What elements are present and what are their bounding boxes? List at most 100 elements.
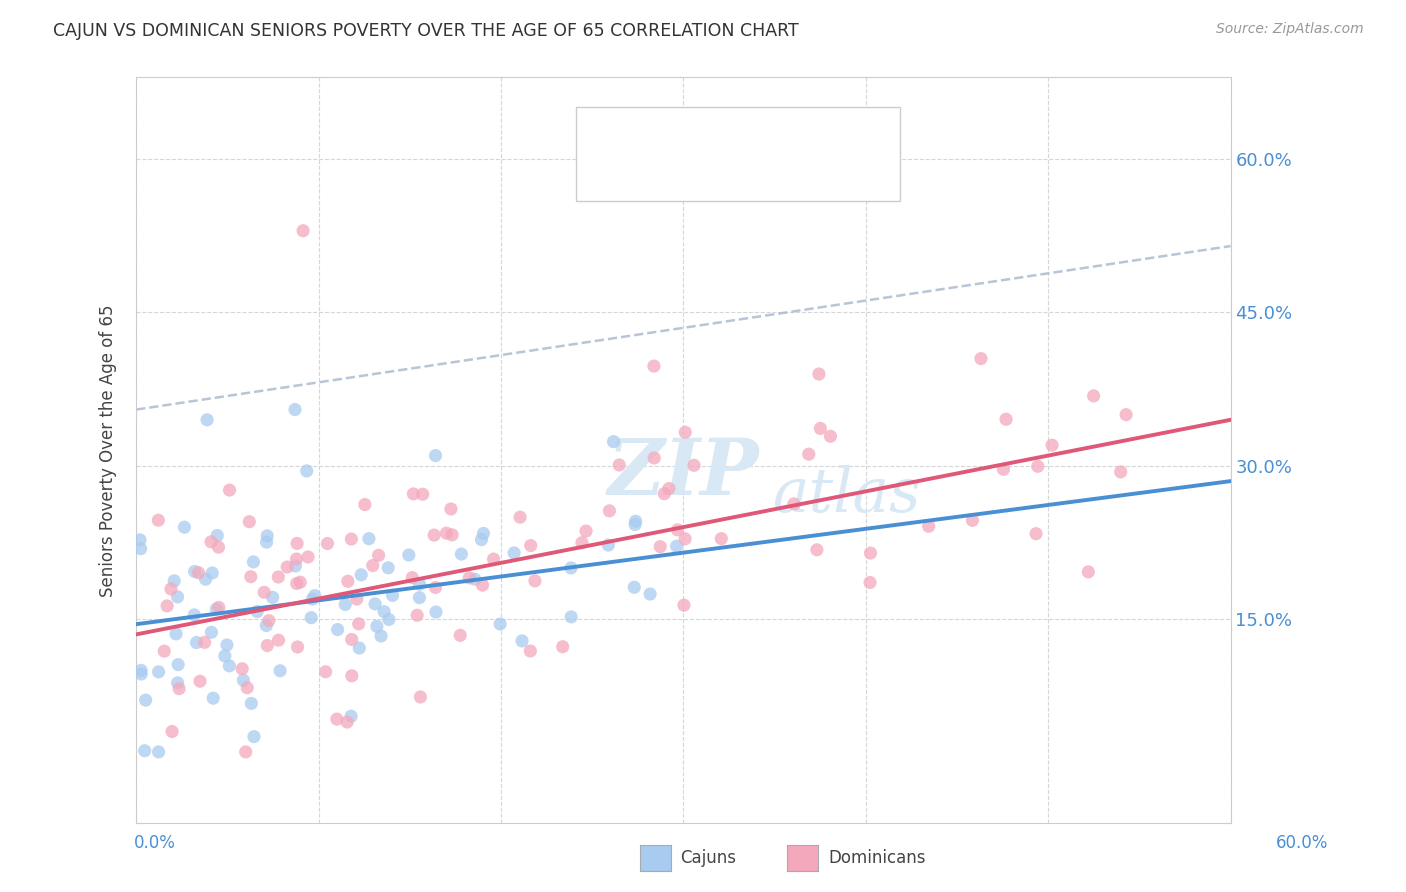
Point [503, 546, 526, 560]
Point [575, 524, 598, 538]
Point [673, 532, 696, 546]
Point [200, 625, 222, 640]
Point [425, 605, 447, 619]
Point [598, 538, 620, 552]
Point [441, 528, 464, 542]
Point [297, 549, 319, 564]
Point [607, 458, 630, 472]
Point [354, 498, 377, 512]
Point [336, 574, 359, 589]
Point [326, 623, 349, 637]
Point [153, 644, 176, 658]
Point [148, 513, 170, 527]
Point [256, 639, 278, 653]
Point [166, 676, 188, 690]
Point [218, 658, 240, 673]
Point [242, 555, 264, 569]
Point [256, 535, 278, 549]
Point [129, 541, 152, 556]
Point [672, 598, 695, 612]
Point [202, 691, 225, 706]
Point [167, 681, 190, 696]
Point [398, 548, 420, 562]
Point [450, 547, 472, 561]
Point [1109, 465, 1132, 479]
Point [350, 567, 373, 582]
Point [470, 533, 492, 547]
Point [643, 359, 665, 373]
Point [195, 413, 218, 427]
Point [215, 638, 238, 652]
Point [357, 532, 380, 546]
Text: R =: R = [636, 125, 675, 143]
Point [208, 600, 231, 615]
Point [624, 514, 647, 528]
Point [859, 546, 882, 560]
Point [336, 714, 359, 729]
Point [366, 619, 388, 633]
Point [262, 591, 284, 605]
Point [257, 614, 280, 628]
Point [205, 602, 228, 616]
Point [287, 640, 309, 654]
Point [269, 664, 291, 678]
Point [340, 532, 363, 546]
Point [166, 590, 188, 604]
Point [449, 628, 471, 642]
Point [285, 536, 308, 550]
Text: 60.0%: 60.0% [1277, 834, 1329, 852]
Point [650, 540, 672, 554]
Point [373, 605, 395, 619]
Point [295, 464, 318, 478]
Point [367, 549, 389, 563]
Point [797, 447, 820, 461]
Text: atlas: atlas [773, 466, 922, 525]
Point [378, 612, 401, 626]
Point [377, 561, 399, 575]
Point [408, 591, 430, 605]
Point [160, 582, 183, 596]
Point [200, 534, 222, 549]
Point [658, 482, 681, 496]
Point [340, 709, 363, 723]
Point [665, 539, 688, 553]
Point [235, 745, 257, 759]
Point [808, 421, 831, 435]
Point [412, 487, 434, 501]
Point [253, 585, 276, 599]
Point [423, 528, 446, 542]
Point [214, 648, 236, 663]
Point [464, 572, 486, 586]
Point [993, 462, 1015, 476]
Point [1026, 459, 1049, 474]
Point [267, 633, 290, 648]
Point [207, 540, 229, 554]
Text: 77: 77 [825, 125, 851, 143]
Text: ZIP: ZIP [607, 434, 759, 511]
Point [638, 587, 661, 601]
Point [859, 575, 882, 590]
Point [458, 571, 481, 585]
Point [807, 367, 830, 381]
Point [1040, 438, 1063, 452]
Point [571, 535, 593, 549]
Text: CAJUN VS DOMINICAN SENIORS POVERTY OVER THE AGE OF 65 CORRELATION CHART: CAJUN VS DOMINICAN SENIORS POVERTY OVER … [53, 22, 799, 40]
Point [347, 616, 370, 631]
Point [148, 745, 170, 759]
Point [551, 640, 574, 654]
Point [238, 515, 260, 529]
Point [134, 744, 156, 758]
Point [673, 425, 696, 440]
Point [285, 552, 308, 566]
Point [183, 565, 205, 579]
Point [401, 571, 423, 585]
Point [472, 526, 495, 541]
Point [489, 617, 512, 632]
Point [246, 605, 269, 619]
Point [316, 536, 339, 550]
Point [346, 592, 368, 607]
Point [183, 607, 205, 622]
Point [425, 581, 447, 595]
Point [1115, 408, 1137, 422]
Point [409, 690, 432, 704]
